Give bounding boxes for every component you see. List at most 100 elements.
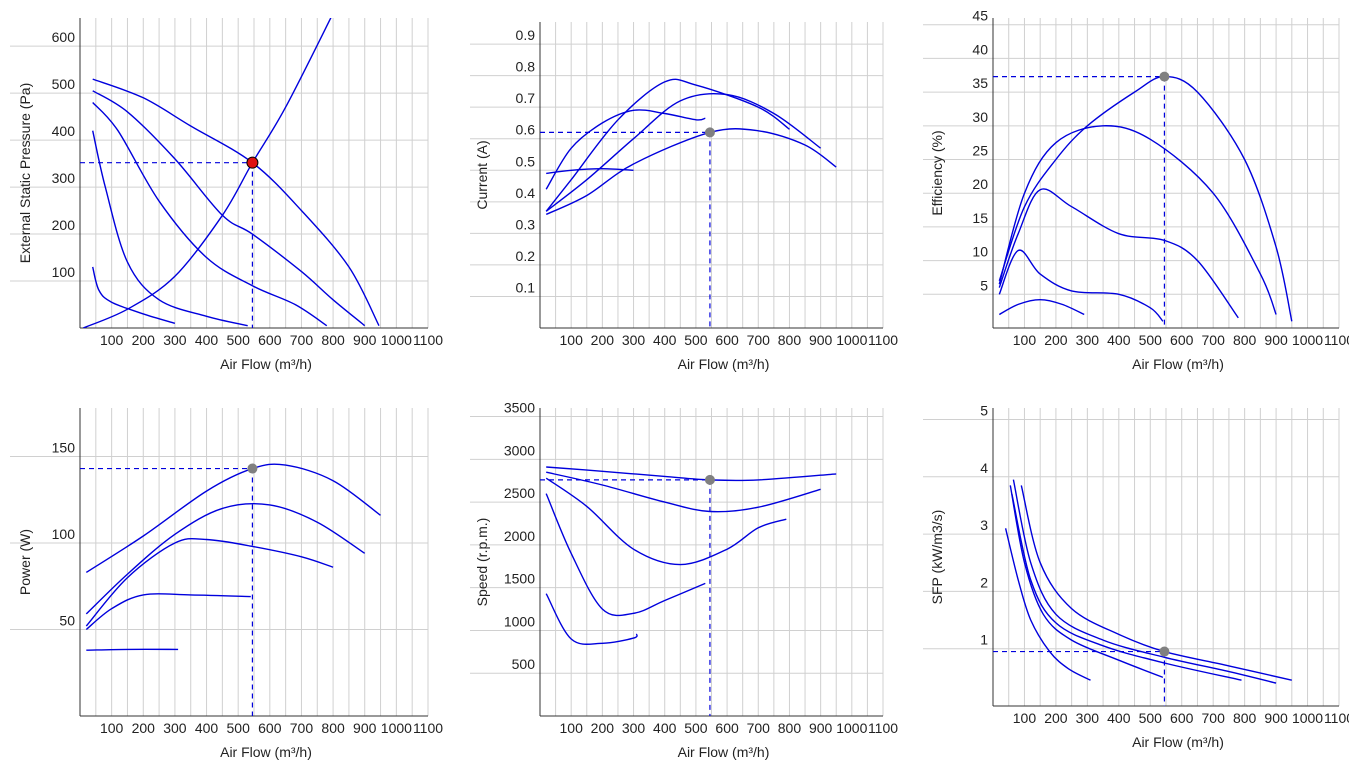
x-tick-label: 900	[809, 720, 833, 736]
x-axis-label: Air Flow (m³/h)	[1132, 356, 1224, 372]
x-tick-label: 500	[684, 332, 708, 348]
y-tick-label: 5	[980, 277, 988, 293]
y-axis-label: SFP (kW/m3/s)	[929, 510, 945, 605]
y-tick-label: 400	[52, 123, 76, 139]
series-line-2	[1009, 485, 1164, 678]
y-tick-label: 300	[52, 170, 76, 186]
x-tick-label: 800	[321, 720, 345, 736]
series-line-5	[998, 75, 1293, 322]
y-tick-label: 0.4	[516, 185, 536, 201]
x-tick-label: 200	[1044, 710, 1068, 726]
y-tick-label: 500	[52, 76, 76, 92]
operating-point-marker[interactable]	[1159, 71, 1170, 82]
x-tick-label: 500	[227, 720, 251, 736]
x-tick-label: 300	[1076, 710, 1100, 726]
x-tick-label: 1000	[381, 332, 412, 348]
x-tick-label: 700	[747, 332, 771, 348]
y-tick-label: 0.3	[516, 216, 536, 232]
grid	[923, 408, 1340, 706]
x-tick-label: 400	[653, 720, 677, 736]
x-tick-label: 100	[100, 720, 124, 736]
x-axis-label: Air Flow (m³/h)	[678, 356, 770, 372]
series-line-3	[92, 102, 328, 327]
x-tick-label: 1100	[413, 332, 443, 348]
x-tick-label: 600	[1170, 332, 1194, 348]
x-tick-label: 1100	[413, 720, 443, 736]
x-tick-label: 100	[560, 332, 584, 348]
series-line-2	[85, 593, 251, 631]
series-line-4	[92, 130, 248, 327]
series-line-5	[85, 463, 381, 573]
x-tick-label: 600	[258, 720, 282, 736]
x-tick-label: 900	[1264, 710, 1288, 726]
y-tick-label: 1500	[504, 571, 535, 587]
y-tick-label: 0.6	[516, 122, 536, 138]
x-tick-label: 100	[560, 720, 584, 736]
series-line-4	[998, 125, 1277, 315]
x-tick-label: 200	[591, 332, 615, 348]
series-line-1	[998, 298, 1085, 316]
y-tick-label: 0.9	[516, 27, 536, 43]
y-tick-label: 0.8	[516, 59, 536, 75]
x-tick-label: 100	[1013, 710, 1037, 726]
y-tick-label: 3000	[504, 442, 535, 458]
x-tick-label: 1100	[868, 720, 898, 736]
x-tick-label: 300	[622, 720, 646, 736]
x-tick-label: 1000	[1292, 710, 1323, 726]
x-tick-label: 500	[1139, 332, 1163, 348]
x-tick-label: 1100	[868, 332, 898, 348]
x-tick-label: 300	[163, 332, 187, 348]
operating-point-marker[interactable]	[1159, 646, 1170, 657]
x-tick-label: 1000	[836, 720, 867, 736]
y-tick-label: 100	[52, 526, 76, 542]
x-axis-label: Air Flow (m³/h)	[678, 744, 770, 760]
x-axis-label: Air Flow (m³/h)	[220, 356, 312, 372]
x-tick-label: 200	[591, 720, 615, 736]
x-tick-label: 500	[1139, 710, 1163, 726]
series-group	[1004, 479, 1292, 684]
operating-point-marker[interactable]	[704, 127, 715, 138]
x-tick-label: 1100	[1324, 710, 1349, 726]
chart-pressure: 100 200 300 400 500 600 700 800 900 1000 1100 100 20…	[10, 18, 443, 372]
series-group	[998, 75, 1293, 322]
x-tick-label: 700	[1202, 332, 1226, 348]
series-line-2	[545, 493, 706, 617]
y-tick-label: 10	[972, 244, 988, 260]
grid	[10, 18, 429, 328]
y-tick-label: 1	[980, 632, 988, 648]
series-line-1	[546, 167, 634, 175]
series-line-3	[85, 537, 334, 627]
series-line-4	[545, 92, 822, 212]
series-line-3	[545, 477, 787, 566]
series-line-3	[545, 78, 790, 212]
chart-power: 100 200 300 400 500 600 700 800 900 1000 1100 50 100…	[10, 408, 443, 760]
operating-point-marker[interactable]	[247, 463, 258, 474]
y-tick-label: 1000	[504, 613, 535, 629]
operating-point-marker[interactable]	[246, 156, 259, 169]
x-tick-label: 500	[684, 720, 708, 736]
series-line-2	[998, 249, 1164, 322]
y-axis-label: Power (W)	[17, 529, 33, 595]
y-tick-label: 100	[52, 264, 76, 280]
y-tick-label: 500	[512, 656, 536, 672]
y-tick-label: 4	[980, 460, 988, 476]
chart-current: 100 200 300 400 500 600 700 800 900 1000 1100 0.1 0.…	[470, 22, 898, 372]
series-line-3	[1011, 493, 1242, 681]
x-tick-label: 200	[1044, 332, 1068, 348]
y-tick-label: 200	[52, 217, 76, 233]
y-tick-label: 40	[972, 41, 988, 57]
x-tick-label: 800	[1233, 710, 1257, 726]
x-tick-label: 400	[653, 332, 677, 348]
series-line-1	[86, 648, 179, 651]
chart-speed: 100 200 300 400 500 600 700 800 900 1000 110050010…	[470, 400, 898, 760]
series-line-4	[1012, 479, 1277, 684]
x-tick-label: 300	[1076, 332, 1100, 348]
series-line-5	[92, 266, 176, 324]
x-tick-label: 800	[778, 720, 802, 736]
x-tick-label: 1000	[836, 332, 867, 348]
series-line-1	[1004, 528, 1091, 681]
operating-point-marker[interactable]	[704, 474, 715, 485]
